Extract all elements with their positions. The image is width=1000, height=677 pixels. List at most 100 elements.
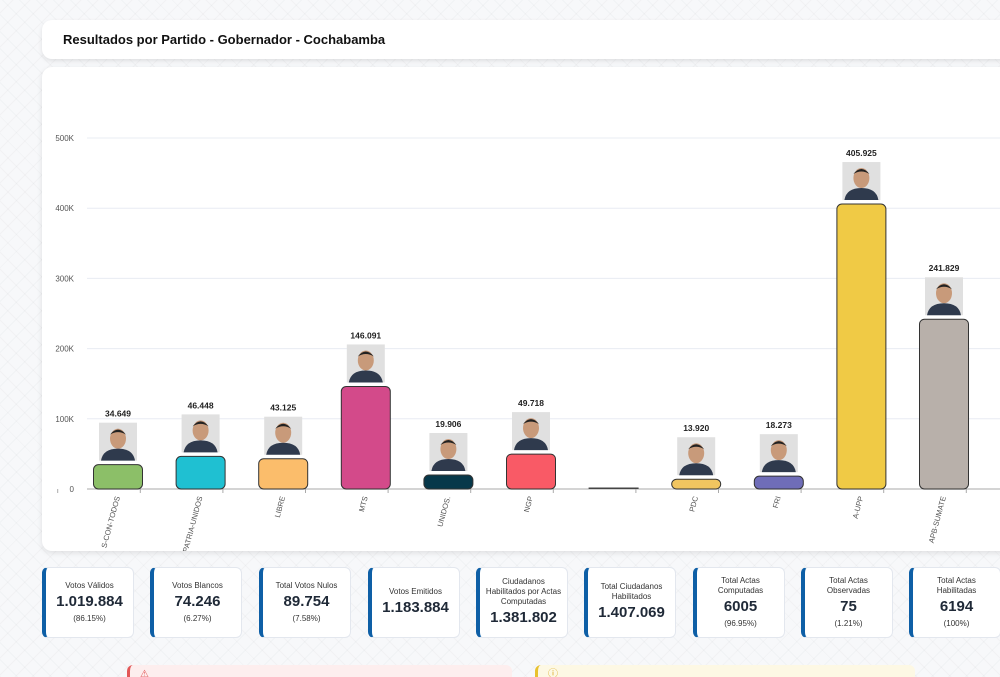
candidate-body [431,459,466,472]
candidate-face [110,428,126,449]
alert-warning: ⚠ [127,665,512,677]
candidate-face [440,439,457,460]
value-label: 19.906 [435,419,461,429]
stat-label: Votos Blancos [172,580,223,590]
stat-value: 74.246 [174,592,221,610]
chart-card: 0 100K 200K 300K 400K 500K 34.649 S-CON-TODOS 46… [42,67,1000,551]
bar [506,453,556,490]
stat-label: Total Actas Computadas [717,575,764,595]
stat-label: Ciudadanos Habilitados por Actas Computa… [485,577,562,606]
category-label: PATRIA-UNIDOS [181,495,205,551]
y-tick-label: 0 [70,485,75,494]
category-label: UNIDOS. [436,495,453,528]
category-label: PDC [687,495,700,513]
bar [340,385,391,490]
stat-card: Total Actas Habilitadas 6194 (100%) [909,567,1000,638]
y-tick-label: 400K [55,204,74,213]
candidate-body [927,303,961,316]
stat-value: 1.381.802 [490,609,557,626]
candidate-face [688,443,705,464]
candidate-body [844,188,879,201]
value-label: 405.925 [846,148,877,158]
stat-card: Votos Válidos 1.019.884 (86.15%) [42,567,134,638]
candidate-body [679,463,714,476]
stat-percentage: (7.58%) [292,613,321,623]
candidate-face [192,420,209,441]
stat-card: Total Votos Nulos 89.754 (7.58%) [259,567,351,638]
stat-percentage: (96.95%) [724,618,757,628]
bar [836,203,887,490]
stat-card: Total Actas Observadas 75 (1.21%) [801,567,893,638]
y-tick-label: 100K [55,415,74,424]
stat-percentage: (6.27%) [183,613,212,623]
candidate-face [770,440,787,461]
stat-card: Ciudadanos Habilitados por Actas Computa… [476,567,568,638]
y-tick-label: 500K [55,134,74,143]
candidate-hair [357,351,374,357]
stat-value: 6194 [939,597,974,615]
bar [93,464,143,490]
category-label: FRI [771,495,783,509]
stat-label: Total Actas Observadas [826,575,871,595]
category-label: LIBRE [273,495,287,518]
candidate-face [853,168,870,189]
candidate-face [357,350,374,371]
stat-percentage: (1.21%) [834,618,863,628]
candidate-face [275,422,292,443]
info-circle-icon: ⓘ [548,669,558,677]
value-label: 13.920 [683,423,709,433]
bar [671,478,722,490]
title-card: Resultados por Partido - Gobernador - Co… [42,20,1000,59]
stat-label: Votos Emitidos [389,587,442,596]
bar [258,458,309,490]
candidate-body [101,448,135,461]
value-label: 146.091 [350,330,381,340]
value-label: 46.448 [188,400,214,410]
bar-chart: 0 100K 200K 300K 400K 500K 34.649 S-CON-TODOS 46… [55,134,1000,551]
stat-value: 75 [840,597,857,615]
candidate-hair [770,441,787,447]
alert-info: ⓘ [535,665,915,677]
bar [588,487,639,489]
stat-value: 1.407.069 [598,604,665,621]
stat-value: 6005 [723,597,758,615]
stat-card: Votos Blancos 74.246 (6.27%) [150,567,242,638]
candidate-face [936,283,952,304]
category-label: A-UPP [851,495,866,519]
stat-card: Total Ciudadanos Habilitados 1.407.069 [584,567,676,638]
candidate-hair [192,421,209,427]
stats-row: Votos Válidos 1.019.884 (86.15%) Votos Blan… [42,567,1000,638]
stat-label: Total Actas Habilitadas [936,575,977,595]
stat-value: 89.754 [283,592,330,610]
stat-value: 1.183.884 [382,599,449,616]
candidate-hair [936,284,952,290]
candidate-body [348,370,383,383]
category-label: S-CON-TODOS [99,495,121,549]
candidate-hair [523,419,539,425]
stat-percentage: (86.15%) [73,613,106,623]
stat-card: Votos Emitidos 1.183.884 [368,567,460,638]
candidate-body [266,442,301,455]
stat-card: Total Actas Computadas 6005 (96.95%) [693,567,785,638]
value-label: 43.125 [270,403,296,413]
warning-triangle-icon: ⚠ [140,669,149,677]
candidate-body [514,438,548,451]
stat-label: Total Ciudadanos Habilitados [600,582,663,601]
stat-percentage: (100%) [943,618,970,628]
candidate-body [183,440,218,453]
bar [175,455,226,490]
stat-label: Votos Válidos [65,580,114,590]
candidate-hair [853,169,870,175]
category-label: MTS [357,495,370,513]
candidate-face [523,418,539,439]
candidate-hair [440,440,457,446]
value-label: 49.718 [518,398,544,408]
y-tick-label: 200K [55,345,74,354]
page-title: Resultados por Partido - Gobernador - Co… [63,32,386,47]
bar [753,475,804,490]
bar [423,474,474,490]
category-label: NGP [522,495,535,513]
y-tick-label: 300K [55,274,74,283]
bar [919,318,969,490]
value-label: 241.829 [929,263,960,273]
